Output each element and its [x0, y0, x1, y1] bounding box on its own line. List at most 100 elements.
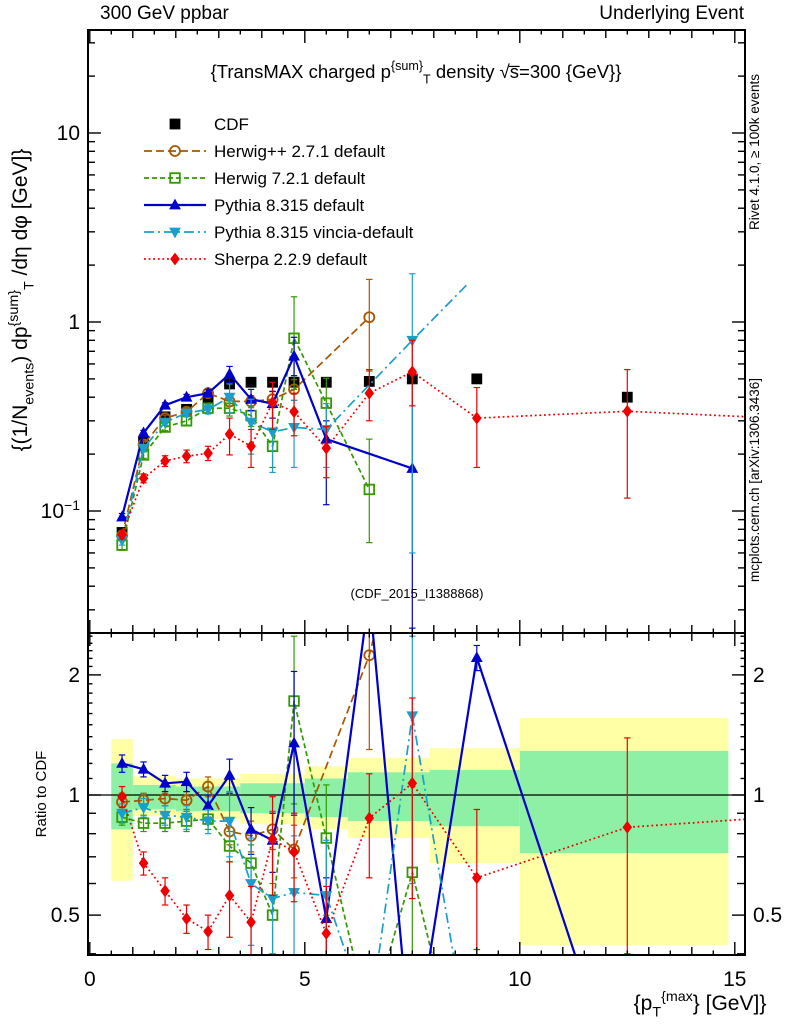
main-panel-frame — [87, 29, 746, 634]
series-line — [121, 700, 434, 955]
marker-triangle-up — [223, 367, 236, 379]
marker-diamond — [138, 471, 149, 485]
marker-diamond — [160, 884, 170, 898]
marker-triangle-down — [266, 894, 279, 905]
marker-triangle-down — [202, 816, 214, 828]
x-axis-label: {pT{max} [GeV]} — [634, 989, 767, 1020]
marker-square-filled — [169, 118, 181, 130]
series-herwig7-main — [116, 296, 376, 551]
marker-triangle-up — [202, 799, 214, 811]
legend-label: Herwig++ 2.7.1 default — [214, 142, 385, 161]
legend-item-herwig7: Herwig 7.2.1 default — [144, 169, 365, 188]
y-tick-label-ratio-right: 0.5 — [753, 904, 782, 927]
marker-square-open — [363, 483, 376, 496]
y-tick-label-ratio-left: 2 — [68, 664, 80, 687]
marker-triangle-up — [116, 757, 128, 768]
marker-triangle-down — [159, 810, 171, 822]
marker-diamond — [246, 915, 256, 929]
marker-triangle-up — [223, 768, 236, 780]
marker-triangle-up — [288, 349, 300, 361]
legend-label: Pythia 8.315 default — [214, 196, 365, 215]
rivet-version-note: Rivet 4.1.0, ≥ 100k events — [747, 74, 762, 230]
marker-diamond — [117, 790, 127, 804]
x-tick-label: 15 — [723, 968, 746, 991]
ratio-uncertainty-bands — [111, 717, 729, 946]
marker-square-filled — [471, 373, 483, 385]
marker-diamond — [289, 405, 299, 419]
marker-circle-open — [159, 792, 171, 805]
marker-diamond — [407, 365, 418, 379]
axis-ticks — [88, 30, 745, 955]
marker-diamond — [622, 820, 633, 834]
marker-diamond — [170, 252, 180, 266]
marker-triangle-down — [223, 392, 236, 404]
marker-triangle-down — [116, 808, 128, 820]
marker-triangle-down — [245, 879, 257, 890]
marker-triangle-up — [180, 390, 193, 402]
legend-item-herwigpp: Herwig++ 2.7.1 default — [144, 142, 385, 161]
legend-label: Herwig 7.2.1 default — [214, 169, 365, 188]
marker-triangle-down — [202, 404, 214, 416]
marker-triangle-up — [159, 398, 171, 410]
y-axis-label-main: {(1/Nevents) dp{sum}T /dη dφ [GeV]} — [6, 149, 37, 452]
marker-diamond — [472, 871, 482, 885]
marker-circle-open — [169, 145, 181, 157]
marker-triangle-up — [137, 426, 150, 438]
marker-diamond — [364, 386, 375, 400]
legend-item-sherpa: Sherpa 2.2.9 default — [144, 250, 367, 269]
marker-triangle-down — [223, 816, 236, 828]
marker-diamond — [267, 832, 278, 846]
marker-diamond — [181, 449, 192, 463]
marker-circle-open — [363, 311, 376, 324]
ratio-panel-frame — [87, 632, 746, 956]
legend-label: Pythia 8.315 vincia-default — [214, 223, 414, 242]
mcplots-source-note: mcplots.cern.ch [arXiv:1306.3436] — [747, 378, 762, 582]
marker-diamond — [160, 454, 170, 468]
x-tick-label: 0 — [84, 968, 96, 991]
marker-diamond — [181, 912, 192, 926]
y-tick-label-ratio-right: 2 — [753, 664, 765, 687]
y-axis-label-ratio: Ratio to CDF — [33, 751, 50, 838]
axis-tick-labels: 0 5 10 15 10 1 10−1 2 2 1 1 0.5 0.5 — [41, 122, 783, 991]
marker-square-filled — [245, 376, 257, 388]
marker-square-open — [137, 817, 150, 829]
plot-title: {TransMAX charged p{sum}T density √s̅=30… — [211, 59, 622, 86]
marker-triangle-up — [245, 392, 257, 404]
series-line — [121, 633, 376, 851]
marker-diamond — [203, 925, 213, 938]
marker-diamond — [224, 427, 235, 441]
legend-item-cdf: CDF — [169, 115, 249, 134]
y-tick-label-ratio-left: 0.5 — [51, 904, 80, 927]
band-green — [519, 750, 729, 854]
series-sherpa-ratio — [117, 697, 745, 955]
marker-triangle-up — [470, 651, 483, 662]
marker-triangle-down — [180, 812, 193, 824]
band-green — [429, 770, 520, 827]
marker-triangle-down — [266, 427, 279, 439]
marker-diamond — [267, 396, 278, 409]
legend-label: Sherpa 2.2.9 default — [214, 250, 367, 269]
series-line — [121, 282, 469, 541]
marker-square-open — [169, 172, 181, 184]
y-tick-label-main: 10−1 — [41, 497, 81, 523]
marker-triangle-down — [137, 803, 150, 814]
marker-circle-open — [202, 780, 214, 793]
marker-triangle-up — [169, 198, 181, 210]
legend-item-vincia: Pythia 8.315 vincia-default — [144, 223, 414, 242]
marker-diamond — [138, 856, 149, 870]
marker-triangle-down — [245, 417, 257, 429]
marker-triangle-up — [202, 386, 214, 398]
marker-diamond — [364, 811, 375, 825]
marker-diamond — [407, 776, 418, 790]
legend-item-pythia: Pythia 8.315 default — [144, 196, 365, 215]
marker-diamond — [472, 411, 482, 425]
series-pythia-ratio — [116, 633, 577, 955]
y-tick-label-ratio-right: 1 — [753, 784, 765, 807]
beam-energy-label: 300 GeV ppbar — [100, 3, 229, 24]
marker-diamond — [203, 446, 213, 460]
marker-diamond — [289, 845, 299, 859]
marker-diamond — [321, 441, 332, 455]
marker-diamond — [224, 889, 235, 902]
legend-label: CDF — [214, 115, 249, 134]
